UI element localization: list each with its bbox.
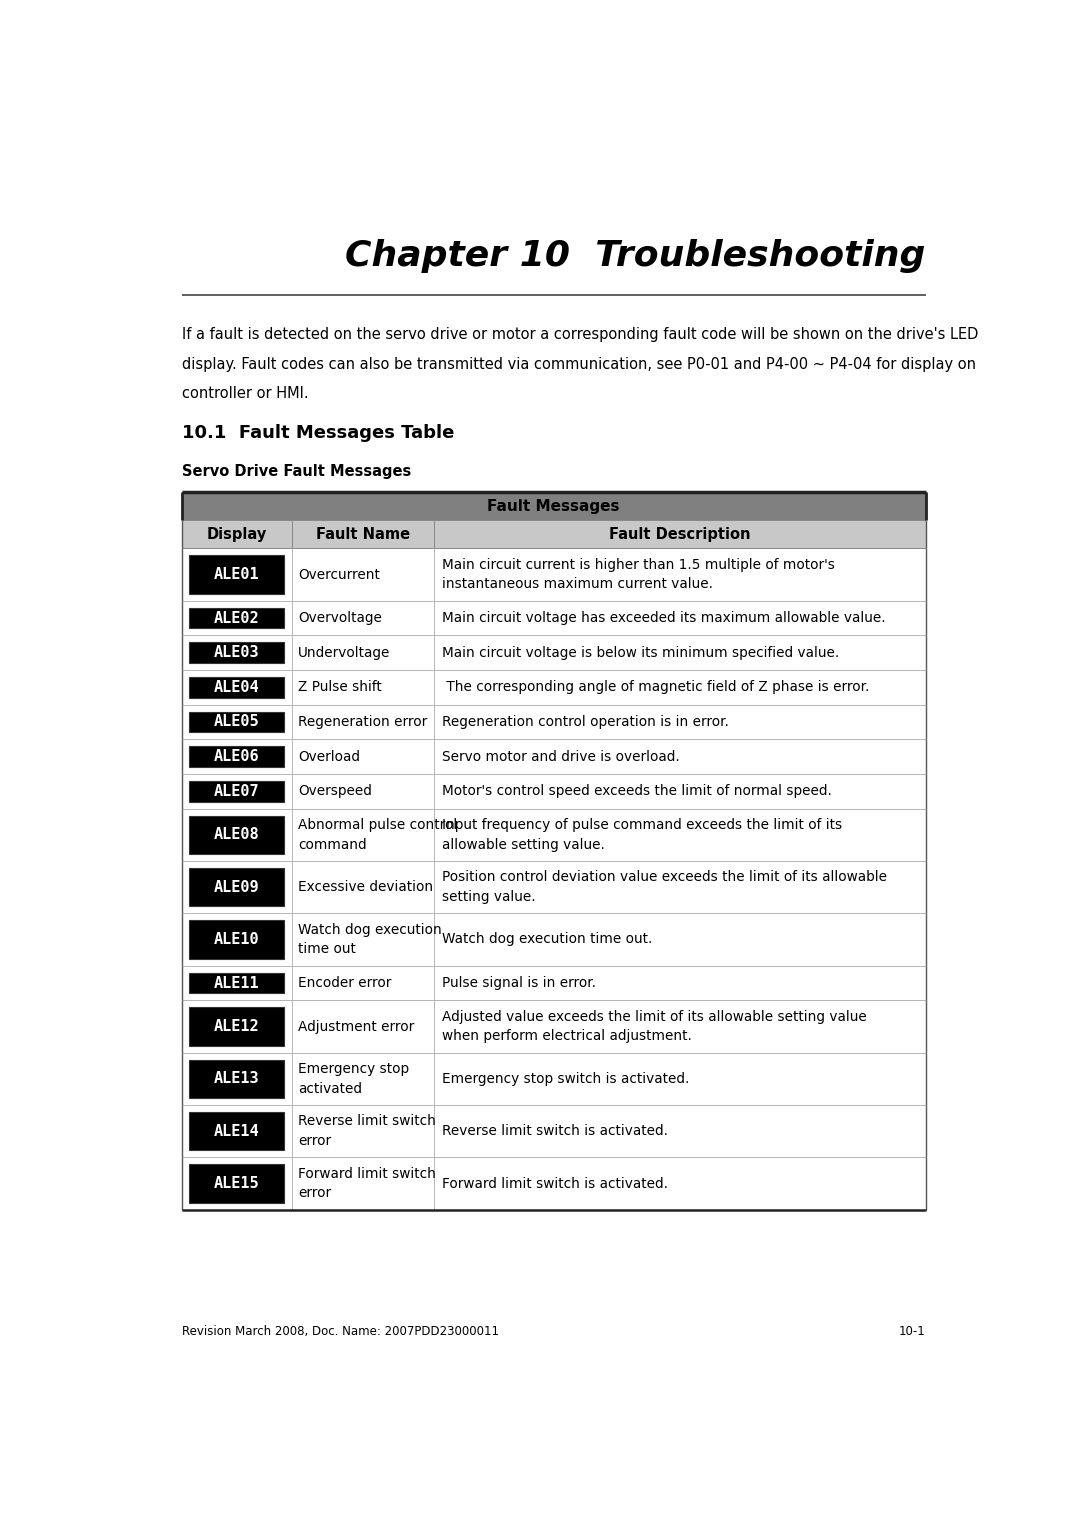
- Text: Watch dog execution
time out: Watch dog execution time out: [298, 923, 442, 957]
- Text: Adjusted value exceeds the limit of its allowable setting value
when perform ele: Adjusted value exceeds the limit of its …: [442, 1010, 867, 1044]
- Text: Fault Messages: Fault Messages: [487, 498, 620, 513]
- Text: Reverse limit switch
error: Reverse limit switch error: [298, 1114, 435, 1148]
- Text: ALE08: ALE08: [214, 827, 259, 842]
- Bar: [189, 1164, 284, 1203]
- Text: ALE01: ALE01: [214, 567, 259, 582]
- Text: Motor's control speed exceeds the limit of normal speed.: Motor's control speed exceeds the limit …: [442, 784, 832, 798]
- Text: controller or HMI.: controller or HMI.: [181, 387, 308, 400]
- Bar: [181, 914, 926, 966]
- Text: Pulse signal is in error.: Pulse signal is in error.: [442, 976, 596, 990]
- Bar: [181, 1001, 926, 1053]
- Bar: [189, 677, 284, 698]
- Bar: [189, 816, 284, 854]
- Bar: [189, 712, 284, 732]
- Text: Overload: Overload: [298, 750, 360, 764]
- Bar: [189, 868, 284, 906]
- Bar: [181, 704, 926, 740]
- Text: Abnormal pulse control
command: Abnormal pulse control command: [298, 817, 457, 851]
- Text: Servo Drive Fault Messages: Servo Drive Fault Messages: [181, 465, 410, 480]
- Text: Forward limit switch is activated.: Forward limit switch is activated.: [442, 1177, 669, 1190]
- Text: 10-1: 10-1: [899, 1325, 926, 1339]
- Text: Regeneration control operation is in error.: Regeneration control operation is in err…: [442, 715, 729, 729]
- Text: Overspeed: Overspeed: [298, 784, 372, 798]
- Bar: [181, 520, 926, 549]
- Bar: [181, 492, 926, 520]
- Text: Overvoltage: Overvoltage: [298, 611, 381, 625]
- Bar: [189, 1112, 284, 1151]
- Bar: [181, 601, 926, 636]
- Text: Main circuit voltage has exceeded its maximum allowable value.: Main circuit voltage has exceeded its ma…: [442, 611, 886, 625]
- Text: ALE02: ALE02: [214, 611, 259, 625]
- Text: ALE04: ALE04: [214, 680, 259, 695]
- Text: The corresponding angle of magnetic field of Z phase is error.: The corresponding angle of magnetic fiel…: [442, 680, 869, 694]
- Bar: [189, 555, 284, 594]
- Text: Main circuit current is higher than 1.5 multiple of motor's
instantaneous maximu: Main circuit current is higher than 1.5 …: [442, 558, 835, 591]
- Text: ALE03: ALE03: [214, 645, 259, 660]
- Text: display. Fault codes can also be transmitted via communication, see P0-01 and P4: display. Fault codes can also be transmi…: [181, 356, 975, 371]
- Bar: [189, 608, 284, 628]
- Text: 10.1  Fault Messages Table: 10.1 Fault Messages Table: [181, 425, 454, 443]
- Text: Chapter 10  Troubleshooting: Chapter 10 Troubleshooting: [346, 238, 926, 274]
- Text: Revision March 2008, Doc. Name: 2007PDD23000011: Revision March 2008, Doc. Name: 2007PDD2…: [181, 1325, 499, 1339]
- Bar: [189, 1007, 284, 1045]
- Bar: [189, 1059, 284, 1099]
- Bar: [189, 642, 284, 663]
- Text: Forward limit switch
error: Forward limit switch error: [298, 1167, 435, 1201]
- Text: Input frequency of pulse command exceeds the limit of its
allowable setting valu: Input frequency of pulse command exceeds…: [442, 817, 842, 851]
- Text: ALE09: ALE09: [214, 880, 259, 894]
- Text: ALE05: ALE05: [214, 715, 259, 729]
- Text: ALE06: ALE06: [214, 749, 259, 764]
- Bar: [181, 966, 926, 1001]
- Text: Overcurrent: Overcurrent: [298, 567, 380, 582]
- Text: ALE15: ALE15: [214, 1177, 259, 1192]
- Text: Excessive deviation: Excessive deviation: [298, 880, 433, 894]
- Text: If a fault is detected on the servo drive or motor a corresponding fault code wi: If a fault is detected on the servo driv…: [181, 327, 977, 342]
- Text: Reverse limit switch is activated.: Reverse limit switch is activated.: [442, 1125, 669, 1138]
- Bar: [181, 808, 926, 860]
- Bar: [181, 669, 926, 704]
- Bar: [189, 920, 284, 958]
- Text: Regeneration error: Regeneration error: [298, 715, 427, 729]
- Text: Servo motor and drive is overload.: Servo motor and drive is overload.: [442, 750, 680, 764]
- Text: Encoder error: Encoder error: [298, 976, 391, 990]
- Text: ALE10: ALE10: [214, 932, 259, 947]
- Bar: [181, 1053, 926, 1105]
- Text: Fault Name: Fault Name: [316, 527, 410, 542]
- Text: Z Pulse shift: Z Pulse shift: [298, 680, 381, 694]
- Text: ALE13: ALE13: [214, 1071, 259, 1086]
- Bar: [189, 973, 284, 993]
- Bar: [181, 549, 926, 601]
- Bar: [181, 1157, 926, 1210]
- Text: Undervoltage: Undervoltage: [298, 646, 390, 660]
- Text: Main circuit voltage is below its minimum specified value.: Main circuit voltage is below its minimu…: [442, 646, 839, 660]
- Bar: [181, 860, 926, 914]
- Text: ALE12: ALE12: [214, 1019, 259, 1034]
- Bar: [189, 746, 284, 767]
- Bar: [181, 775, 926, 808]
- Text: Watch dog execution time out.: Watch dog execution time out.: [442, 932, 652, 946]
- Text: Adjustment error: Adjustment error: [298, 1019, 414, 1033]
- Text: Emergency stop
activated: Emergency stop activated: [298, 1062, 409, 1096]
- Text: Position control deviation value exceeds the limit of its allowable
setting valu: Position control deviation value exceeds…: [442, 871, 887, 905]
- Text: Display: Display: [206, 527, 267, 542]
- Text: Emergency stop switch is activated.: Emergency stop switch is activated.: [442, 1071, 690, 1086]
- Bar: [181, 636, 926, 669]
- Bar: [181, 740, 926, 775]
- Bar: [181, 1105, 926, 1157]
- Text: ALE11: ALE11: [214, 975, 259, 990]
- Text: Fault Description: Fault Description: [609, 527, 751, 542]
- Text: ALE07: ALE07: [214, 784, 259, 799]
- Text: ALE14: ALE14: [214, 1123, 259, 1138]
- Bar: [189, 781, 284, 802]
